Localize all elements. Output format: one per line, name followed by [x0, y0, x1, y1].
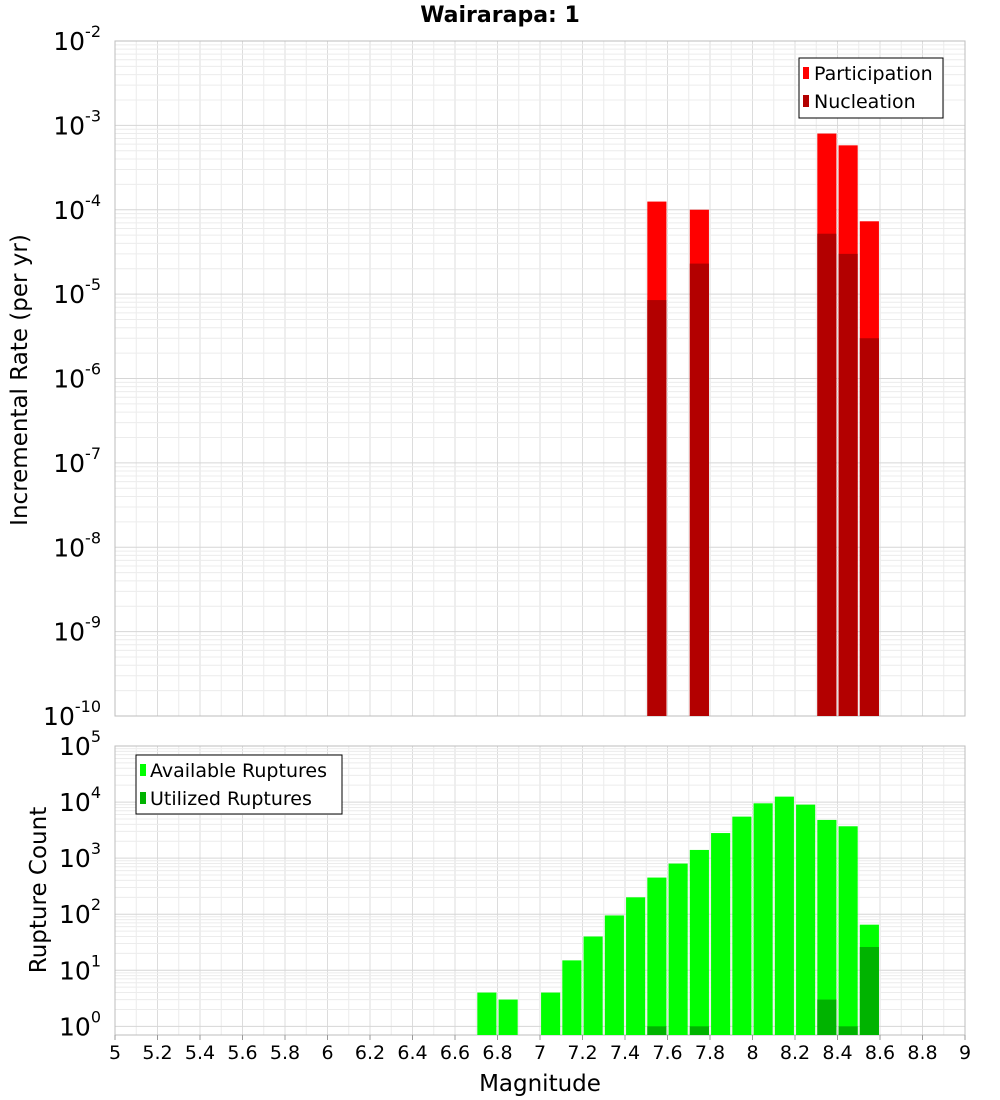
x-tick-label: 6.4 — [397, 1042, 427, 1064]
x-tick-label: 8 — [746, 1042, 758, 1064]
utilized-ruptures-bar — [838, 1026, 858, 1035]
available-ruptures-bar — [796, 804, 816, 1035]
nucleation-bar — [838, 253, 858, 716]
y-tick-label: 10-3 — [53, 106, 101, 140]
available-ruptures-bar — [604, 915, 624, 1035]
x-tick-label: 5.8 — [270, 1042, 300, 1064]
nucleation-bar — [859, 338, 879, 716]
x-axis-title: Magnitude — [479, 1071, 601, 1097]
top-legend-box — [798, 57, 944, 119]
available-ruptures-bar — [562, 960, 582, 1035]
top-plot-frame — [114, 40, 966, 717]
x-tick-label: 7.6 — [652, 1042, 682, 1064]
available-ruptures-bar — [647, 877, 667, 1035]
participation-legend-swatch — [803, 67, 809, 79]
utilized-legend-swatch — [140, 792, 146, 804]
available-ruptures-bar — [774, 796, 794, 1035]
available-ruptures-bar — [711, 833, 731, 1035]
available-ruptures-bar — [753, 803, 773, 1035]
utilized-ruptures-bar — [859, 946, 879, 1035]
available-ruptures-bar — [626, 897, 646, 1035]
x-tick-label: 8.4 — [822, 1042, 852, 1064]
x-tick-label: 5 — [109, 1042, 121, 1064]
y-tick-label: 102 — [59, 895, 101, 929]
utilized-ruptures-bar — [647, 1026, 667, 1035]
bottom-legend: Available Ruptures Utilized Ruptures — [135, 754, 343, 815]
y-tick-label: 10-7 — [53, 444, 101, 478]
available-ruptures-bar — [668, 863, 688, 1035]
x-tick-label: 8.6 — [865, 1042, 895, 1064]
bottom-bars — [477, 796, 879, 1035]
bottom-legend-box — [135, 754, 343, 815]
x-tick-label: 6 — [321, 1042, 333, 1064]
y-tick-label: 105 — [59, 727, 101, 761]
x-tick-label: 9 — [959, 1042, 971, 1064]
top-bars — [647, 133, 879, 717]
chart-title: Wairarapa: 1 — [420, 3, 580, 28]
bottom-y-axis-title: Rupture Count — [26, 807, 52, 973]
top-y-ticks: 10-2 10-3 10-4 10-5 10-6 10-7 10-8 10-9 10-10 — [43, 22, 101, 731]
available-ruptures-bar — [689, 849, 709, 1035]
available-ruptures-bar — [732, 816, 752, 1035]
x-axis-ticks: 5 5.2 5.4 5.6 5.8 6 6.2 6.4 6.6 6.8 7 7.2 7.4 7.6 7.8 8… — [109, 1035, 971, 1064]
nucleation-bar — [647, 300, 667, 716]
participation-legend-label: Participation — [814, 63, 933, 85]
x-tick-label: 6.8 — [482, 1042, 512, 1064]
top-grid — [115, 41, 966, 717]
x-tick-label: 7.8 — [695, 1042, 725, 1064]
top-legend: Participation Nucleation — [798, 57, 944, 119]
x-tick-label: 7 — [534, 1042, 546, 1064]
utilized-ruptures-bar — [689, 1026, 709, 1035]
y-tick-label: 10-5 — [53, 275, 101, 309]
utilized-ruptures-bar — [817, 999, 837, 1035]
top-plot: 10-2 10-3 10-4 10-5 10-6 10-7 10-8 10-9 10-10 In… — [7, 22, 966, 731]
y-tick-label: 103 — [59, 839, 101, 873]
x-tick-label: 8.2 — [780, 1042, 810, 1064]
y-tick-label: 104 — [59, 783, 101, 817]
y-tick-label: 10-4 — [53, 191, 101, 225]
nucleation-bar — [817, 233, 837, 716]
available-ruptures-bar — [477, 992, 497, 1035]
x-tick-label: 6.2 — [355, 1042, 385, 1064]
available-legend-label: Available Ruptures — [150, 760, 327, 782]
y-tick-label: 10-2 — [53, 22, 101, 56]
bottom-y-ticks: 105 104 103 102 101 100 — [59, 727, 101, 1041]
available-ruptures-bar — [838, 826, 858, 1035]
x-tick-label: 8.8 — [907, 1042, 937, 1064]
nucleation-bar — [689, 263, 709, 716]
y-tick-label: 101 — [59, 951, 101, 985]
bottom-plot: 105 104 103 102 101 100 Rupture Count Availab… — [26, 727, 966, 1041]
y-tick-label: 10-8 — [53, 528, 101, 562]
x-tick-label: 7.4 — [610, 1042, 640, 1064]
x-tick-label: 7.2 — [567, 1042, 597, 1064]
available-ruptures-bar — [541, 992, 561, 1035]
x-tick-label: 5.4 — [185, 1042, 215, 1064]
y-tick-label: 10-6 — [53, 360, 101, 394]
y-tick-label: 10-9 — [53, 613, 101, 647]
available-ruptures-bar — [498, 999, 518, 1035]
y-tick-label: 100 — [59, 1007, 101, 1041]
utilized-legend-label: Utilized Ruptures — [150, 788, 312, 810]
y-tick-label: 10-10 — [43, 697, 101, 731]
available-legend-swatch — [140, 764, 146, 776]
top-y-axis-title: Incremental Rate (per yr) — [7, 234, 33, 526]
available-ruptures-bar — [817, 819, 837, 1035]
x-tick-label: 5.2 — [142, 1042, 172, 1064]
x-tick-label: 6.6 — [440, 1042, 470, 1064]
x-tick-label: 5.6 — [227, 1042, 257, 1064]
nucleation-legend-label: Nucleation — [814, 91, 916, 113]
available-ruptures-bar — [583, 936, 603, 1035]
nucleation-legend-swatch — [803, 95, 809, 107]
